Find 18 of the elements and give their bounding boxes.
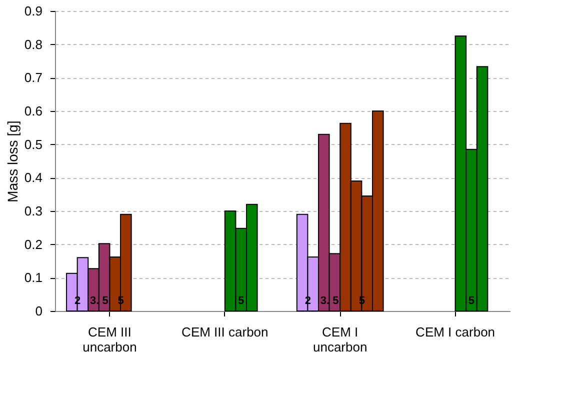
y-axis-title: Mass loss [g]: [4, 120, 20, 202]
y-tick-label: 0.4: [24, 170, 42, 186]
y-tick-label: 0.6: [24, 104, 42, 118]
annotation: 5: [238, 295, 244, 307]
x-tick-label: CEM III carbon: [182, 324, 268, 340]
x-tick-label: CEM I carbon: [416, 324, 496, 340]
y-tick-label: 0.3: [24, 204, 42, 218]
y-tick-label: 0.7: [24, 70, 42, 86]
annotation: 3. 5: [90, 295, 108, 307]
x-tick-label: CEM III uncarbon: [82, 324, 137, 354]
y-tick-label: 0: [35, 304, 42, 318]
y-tick-label: 0.5: [24, 136, 42, 152]
y-tick-label: 0.1: [24, 270, 42, 286]
y-tick-label: 0.9: [24, 4, 42, 18]
y-tick-label: 0.8: [24, 36, 42, 52]
y-tick-label: 0.2: [24, 236, 42, 252]
x-tick-label: CEM I uncarbon: [312, 324, 368, 354]
annotation: 5: [468, 295, 475, 307]
